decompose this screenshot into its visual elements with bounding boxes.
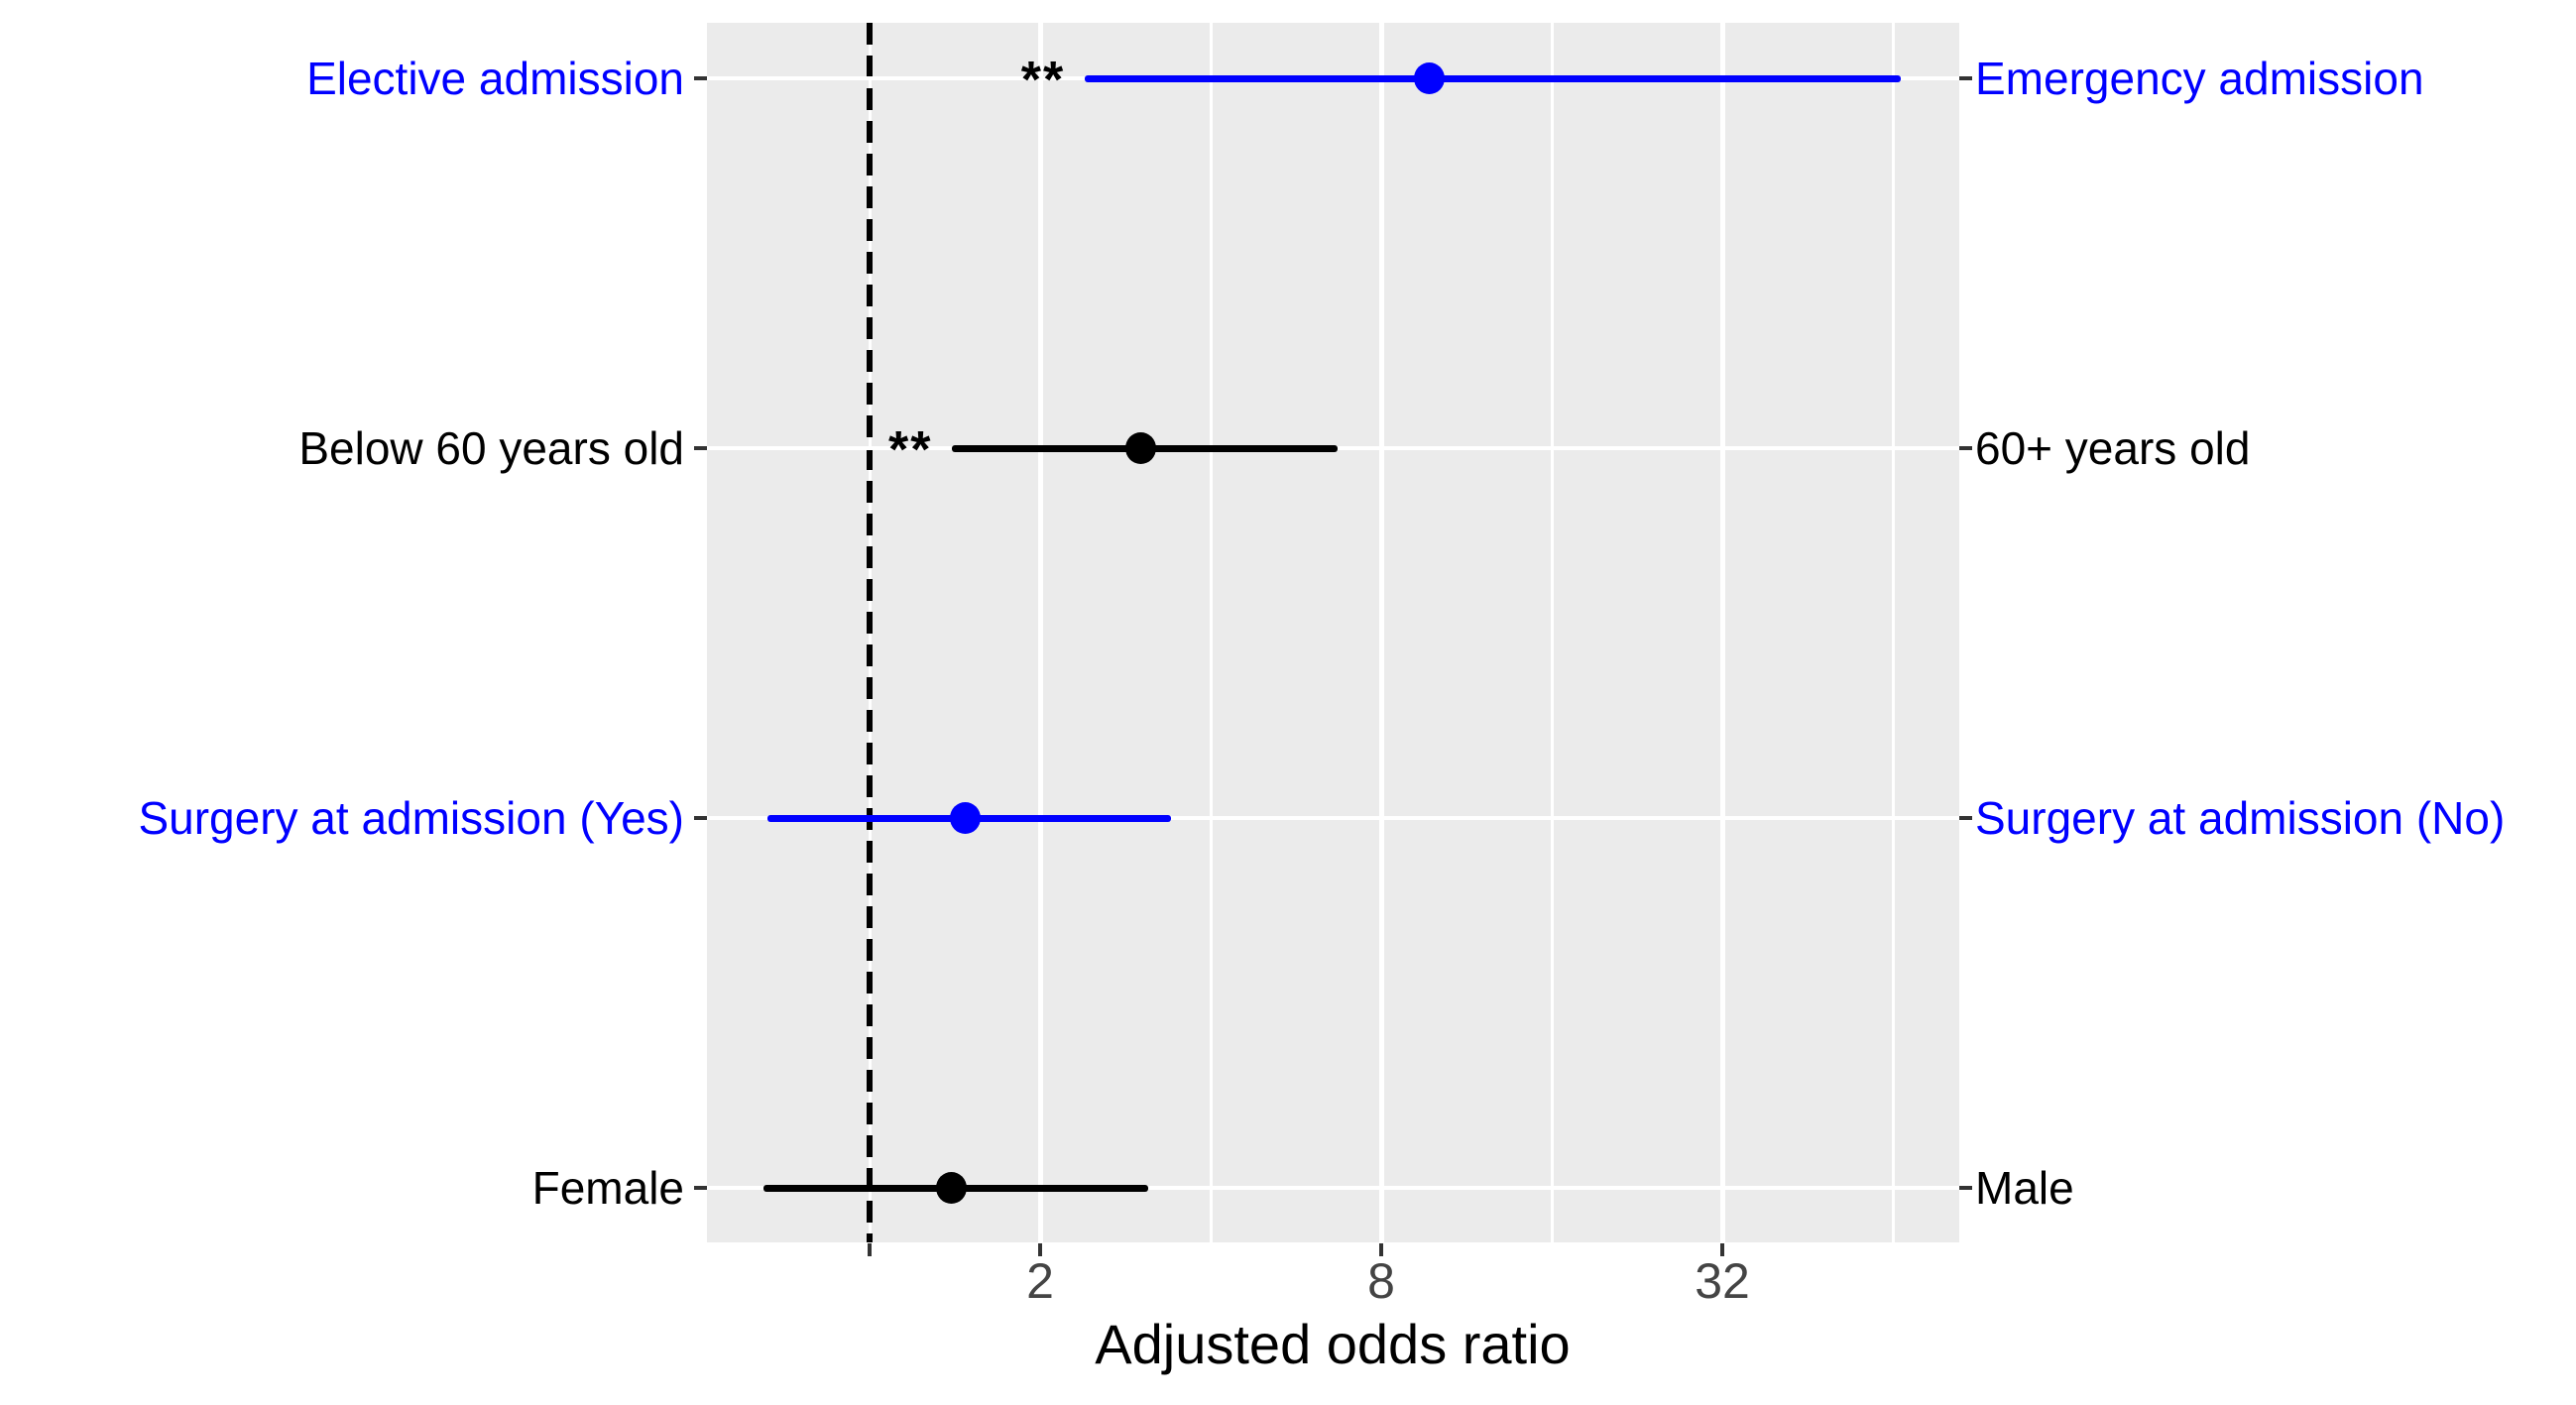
x-axis-tick (1720, 1243, 1724, 1256)
y-axis-tick-left (694, 76, 707, 80)
significance-stars: ** (888, 421, 933, 479)
y-axis-tick-right (1959, 446, 1972, 450)
minor-gridline (1551, 23, 1554, 1242)
row-label-right: 60+ years old (1975, 422, 2251, 474)
y-axis-tick-left (694, 446, 707, 450)
x-axis-title: Adjusted odds ratio (1095, 1313, 1571, 1375)
point-estimate-dot (949, 802, 981, 834)
point-estimate-dot (1413, 62, 1445, 94)
row-label-right: Emergency admission (1975, 53, 2424, 104)
minor-gridline (1210, 23, 1213, 1242)
y-axis-tick-right (1959, 76, 1972, 80)
point-estimate-dot (1124, 432, 1156, 464)
y-axis-tick-left (694, 1186, 707, 1190)
row-label-left: Surgery at admission (Yes) (138, 792, 684, 844)
reference-line-dashed (867, 23, 873, 1242)
y-axis-tick-right (1959, 816, 1972, 820)
x-axis-tick (1379, 1243, 1383, 1256)
row-gridline (707, 816, 1959, 820)
x-axis-tick-label: 32 (1695, 1253, 1750, 1309)
major-gridline (1379, 23, 1384, 1242)
x-axis-tick-label: 2 (1026, 1253, 1054, 1309)
y-axis-tick-right (1959, 1186, 1972, 1190)
ci-line (1085, 75, 1901, 82)
row-label-left: Below 60 years old (298, 422, 684, 474)
row-gridline (707, 1186, 1959, 1190)
major-gridline (1038, 23, 1043, 1242)
y-axis-tick-left (694, 816, 707, 820)
row-label-right: Male (1975, 1162, 2074, 1214)
row-label-right: Surgery at admission (No) (1975, 792, 2506, 844)
major-gridline (1720, 23, 1725, 1242)
plot-panel: ** ** (707, 23, 1959, 1242)
point-estimate-dot (935, 1172, 967, 1204)
row-label-left: Female (531, 1162, 684, 1214)
row-label-left: Elective admission (306, 53, 684, 104)
significance-stars: ** (1020, 52, 1066, 109)
minor-gridline (1892, 23, 1895, 1242)
x-axis-tick (868, 1243, 872, 1256)
x-axis-tick (1038, 1243, 1042, 1256)
x-axis-tick-label: 8 (1367, 1253, 1395, 1309)
